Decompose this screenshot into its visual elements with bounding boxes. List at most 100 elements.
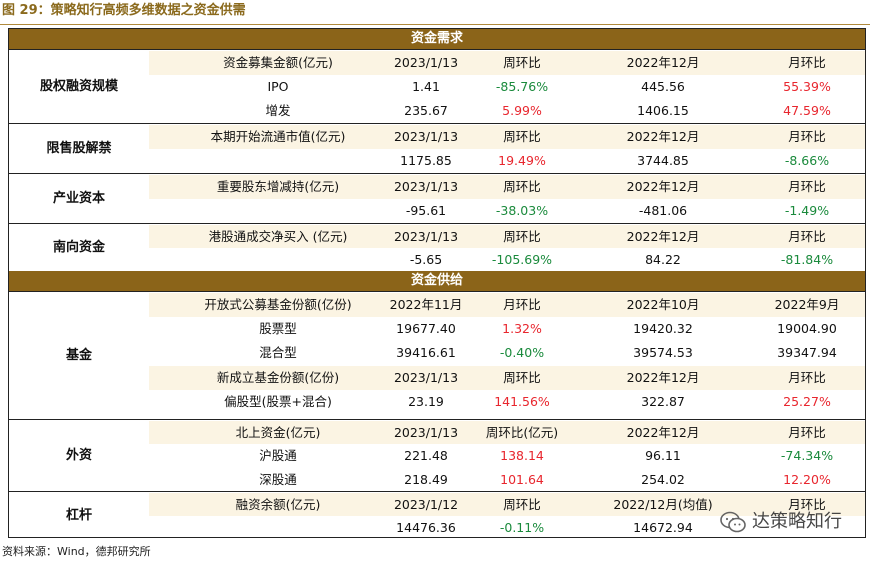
table-row: IPO 1.41 -85.76% 445.56 55.39% bbox=[149, 75, 865, 99]
table-cell: 增发 bbox=[265, 103, 291, 118]
table-cell: 235.67 bbox=[404, 103, 448, 118]
table-cell: 1.32% bbox=[502, 321, 542, 337]
table-header-row: 北上资金(亿元) 2023/1/13 周环比(亿元) 2022年12月 月环比 bbox=[149, 421, 865, 445]
column-header: 月环比 bbox=[503, 297, 541, 312]
table-cell: -1.49% bbox=[784, 203, 830, 218]
watermark-text: 达策略知行 bbox=[752, 511, 842, 532]
column-header: 2023/1/13 bbox=[393, 179, 459, 194]
table-cell: 股票型 bbox=[259, 321, 297, 337]
table-cell: -74.34% bbox=[780, 448, 834, 464]
table-cell: 1175.85 bbox=[400, 153, 452, 168]
table-cell: 141.56% bbox=[494, 393, 550, 409]
table-cell: 254.02 bbox=[641, 471, 685, 487]
column-header: 2023/1/13 bbox=[393, 425, 459, 440]
table-cell: 221.48 bbox=[404, 448, 448, 464]
table-cell: 3744.85 bbox=[637, 153, 689, 168]
table-row: 混合型 39416.61 -0.40% 39574.53 39347.94 bbox=[149, 341, 865, 365]
column-header: 重要股东增减持(亿元) bbox=[216, 179, 340, 194]
column-header: 2023/1/13 bbox=[393, 369, 459, 385]
table-cell: 14672.94 bbox=[633, 520, 693, 535]
group-leverage: 杠杆 融资余额(亿元) 2023/1/12 周环比 2022/12月(均值) 月环比 144… bbox=[9, 491, 865, 539]
group-lockup-expiry: 限售股解禁 本期开始流通市值(亿元) 2023/1/13 周环比 2022年12月 月环比… bbox=[9, 123, 865, 173]
group-label: 限售股解禁 bbox=[46, 141, 112, 156]
source-note: 资料来源：Wind，德邦研究所 bbox=[2, 545, 151, 558]
table-cell: IPO bbox=[267, 79, 289, 94]
table-row: 深股通 218.49 101.64 254.02 12.20% bbox=[149, 468, 865, 491]
column-header: 2022年12月 bbox=[626, 179, 700, 194]
column-header: 开放式公募基金份额(亿份) bbox=[204, 297, 352, 312]
table-header-row: 资金募集金额(亿元) 2023/1/13 周环比 2022年12月 月环比 bbox=[149, 51, 865, 75]
group-label: 股权融资规模 bbox=[39, 79, 118, 94]
table-row: 偏股型(股票+混合) 23.19 141.56% 322.87 25.27% bbox=[149, 390, 865, 414]
column-header: 2023/1/12 bbox=[393, 497, 459, 512]
table-cell: 混合型 bbox=[259, 345, 297, 361]
table-row: 沪股通 221.48 138.14 96.11 -74.34% bbox=[149, 444, 865, 467]
table-cell: 47.59% bbox=[783, 103, 831, 118]
column-header: 2023/1/13 bbox=[393, 129, 459, 144]
title-divider bbox=[0, 24, 870, 25]
column-header: 2022年9月 bbox=[774, 297, 840, 312]
table-cell: -0.40% bbox=[499, 345, 545, 361]
column-header: 新成立基金份额(亿份) bbox=[216, 369, 340, 385]
column-header: 月环比 bbox=[788, 425, 826, 440]
column-header: 2022年12月 bbox=[626, 229, 700, 244]
column-header: 月环比 bbox=[788, 229, 826, 244]
column-header: 2023/1/13 bbox=[393, 229, 459, 244]
table-cell: 55.39% bbox=[783, 79, 831, 94]
group-label: 产业资本 bbox=[52, 191, 105, 206]
table-cell: 101.64 bbox=[500, 471, 544, 487]
column-header: 2022/12月(均值) bbox=[613, 497, 713, 512]
column-header: 周环比 bbox=[503, 497, 541, 512]
fund-supply-demand-table: 资金需求股权融资规模 资金募集金额(亿元) 2023/1/13 周环比 2022年12月… bbox=[8, 28, 866, 538]
table-header-row: 港股通成交净买入 (亿元) 2023/1/13 周环比 2022年12月 月环比 bbox=[149, 225, 865, 248]
table-cell: 39574.53 bbox=[633, 345, 693, 361]
table-cell: 19.49% bbox=[498, 153, 546, 168]
table-cell: 25.27% bbox=[783, 393, 831, 409]
column-header: 周环比(亿元) bbox=[485, 425, 559, 440]
table-header-row: 本期开始流通市值(亿元) 2023/1/13 周环比 2022年12月 月环比 bbox=[149, 125, 865, 149]
group-equity-financing: 股权融资规模 资金募集金额(亿元) 2023/1/13 周环比 2022年12月 月环比 I… bbox=[9, 49, 865, 123]
group-label: 南向资金 bbox=[52, 240, 105, 255]
table-cell: 1406.15 bbox=[637, 103, 689, 118]
figure-title: 图 29：策略知行高频多维数据之资金供需 bbox=[2, 3, 246, 18]
table-row: -5.65 -105.69% 84.22 -81.84% bbox=[149, 248, 865, 271]
group-southbound-funds: 南向资金 港股通成交净买入 (亿元) 2023/1/13 周环比 2022年12月 月环比… bbox=[9, 223, 865, 271]
group-label: 基金 bbox=[65, 348, 92, 363]
table-cell: -5.65 bbox=[409, 252, 443, 267]
table-cell: 39416.61 bbox=[396, 345, 456, 361]
column-header: 2022年12月 bbox=[626, 55, 700, 70]
column-header: 港股通成交净买入 (亿元) bbox=[208, 229, 348, 244]
column-header: 2022年12月 bbox=[626, 129, 700, 144]
table-cell: 23.19 bbox=[408, 393, 444, 409]
table-cell: -81.84% bbox=[780, 252, 834, 267]
table-cell: 19004.90 bbox=[777, 321, 837, 337]
column-header: 2022年12月 bbox=[626, 425, 700, 440]
column-header: 周环比 bbox=[503, 179, 541, 194]
column-header: 2022年10月 bbox=[626, 297, 700, 312]
column-header: 2022年12月 bbox=[626, 369, 700, 385]
column-header: 周环比 bbox=[503, 229, 541, 244]
column-header: 北上资金(亿元) bbox=[235, 425, 321, 440]
column-header: 月环比 bbox=[788, 55, 826, 70]
column-header: 周环比 bbox=[503, 129, 541, 144]
table-cell: 深股通 bbox=[259, 471, 297, 487]
column-header: 资金募集金额(亿元) bbox=[223, 55, 333, 70]
table-cell: -85.76% bbox=[495, 79, 549, 94]
table-cell: -8.66% bbox=[784, 153, 830, 168]
table-cell: 19677.40 bbox=[396, 321, 456, 337]
wechat-icon bbox=[720, 511, 746, 533]
table-cell: 39347.94 bbox=[777, 345, 837, 361]
table-cell: -38.03% bbox=[495, 203, 549, 218]
table-cell: 218.49 bbox=[404, 471, 448, 487]
table-row: -95.61 -38.03% -481.06 -1.49% bbox=[149, 199, 865, 223]
group-label: 杠杆 bbox=[65, 508, 92, 523]
table-cell: 1.41 bbox=[412, 79, 440, 94]
group-funds: 基金 开放式公募基金份额(亿份) 2022年11月 月环比 2022年10月 2022年9… bbox=[9, 291, 865, 419]
table-cell: 12.20% bbox=[783, 471, 831, 487]
table-cell: 5.99% bbox=[502, 103, 542, 118]
group-label: 外资 bbox=[65, 448, 92, 463]
column-header: 月环比 bbox=[788, 129, 826, 144]
section-demand-header: 资金需求 bbox=[9, 29, 865, 49]
column-header: 2023/1/13 bbox=[393, 55, 459, 70]
table-cell: 96.11 bbox=[645, 448, 681, 464]
